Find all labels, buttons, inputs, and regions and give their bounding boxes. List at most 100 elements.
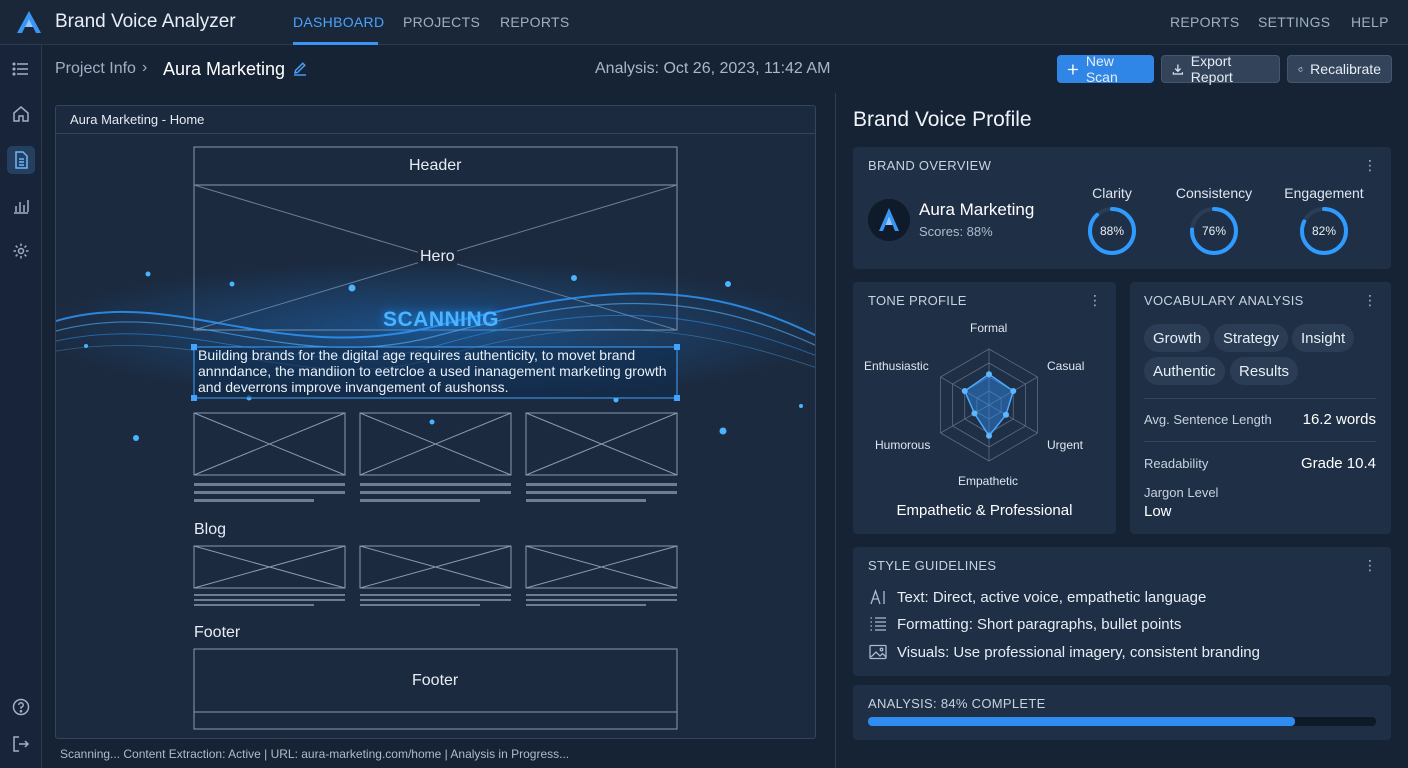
download-icon <box>1172 64 1184 75</box>
brand-name: Aura Marketing <box>919 200 1035 219</box>
list-icon <box>870 617 886 631</box>
radar-axis-line <box>940 404 990 434</box>
wireframe-blog-label: Blog <box>194 521 227 538</box>
app-logo-icon <box>17 11 41 33</box>
new-scan-button[interactable]: New Scan <box>1057 53 1154 85</box>
breadcrumb-project-info[interactable]: Project Info <box>55 60 136 77</box>
radar-label-urgent: Urgent <box>1047 438 1084 452</box>
readability-label: Readability <box>1144 456 1209 471</box>
brand-overview-title: BRAND OVERVIEW <box>868 158 992 173</box>
guideline-visuals: Visuals: Use professional imagery, consi… <box>869 643 1260 661</box>
analysis-progress-fill <box>868 717 1295 726</box>
brand-voice-profile-title: Brand Voice Profile <box>853 108 1032 131</box>
tone-result: Empathetic & Professional <box>896 502 1073 519</box>
brand-scores: Scores: 88% <box>919 224 993 239</box>
engagement-gauge <box>1300 207 1348 255</box>
radar-point-humorous <box>971 410 978 417</box>
recalibrate-button[interactable]: Recalibrate <box>1287 55 1392 83</box>
edit-icon[interactable] <box>292 60 308 76</box>
radar-value-area <box>963 373 1015 438</box>
extracted-text: Building brands for the digital age requ… <box>198 347 667 395</box>
analysis-progress-label: ANALYSIS: 84% COMPLETE <box>868 696 1046 711</box>
wireframe-header-label: Header <box>409 157 462 174</box>
guideline-formatting-label: Formatting: Short paragraphs, bullet poi… <box>897 615 1182 633</box>
guideline-text-label: Text: Direct, active voice, empathetic l… <box>897 588 1207 606</box>
analysis-timestamp: Analysis: Oct 26, 2023, 11:42 AM <box>595 60 831 77</box>
radar-point-enthusiastic <box>961 388 968 394</box>
gear-icon[interactable] <box>7 237 35 265</box>
scanning-indicator: SCANNING <box>383 308 500 331</box>
export-report-button[interactable]: Export Report <box>1161 53 1280 85</box>
guideline-text: Text: Direct, active voice, empathetic l… <box>869 588 1206 606</box>
document-icon[interactable] <box>7 146 35 174</box>
home-icon[interactable] <box>7 100 35 128</box>
vocab-chip-growth[interactable]: Growth <box>1144 324 1211 352</box>
engagement-value: 82% <box>1311 224 1337 238</box>
clarity-value: 88% <box>1099 224 1125 238</box>
style-guidelines-menu-icon[interactable]: ⋮ <box>1363 557 1377 573</box>
radar-label-enthusiastic: Enthusiastic <box>864 359 929 373</box>
bar-chart-icon[interactable] <box>7 192 35 220</box>
page-preview-panel: Aura Marketing - Home <box>55 105 816 739</box>
vocabulary-menu-icon[interactable]: ⋮ <box>1363 292 1377 308</box>
radar-point-empathetic <box>986 432 992 439</box>
radar-point-formal <box>986 371 992 378</box>
image-icon <box>869 644 887 660</box>
vocab-chip-authentic[interactable]: Authentic <box>1144 357 1225 385</box>
style-guidelines-title: STYLE GUIDELINES <box>868 558 997 573</box>
active-tab-indicator <box>293 42 378 45</box>
top-bar: Brand Voice Analyzer DASHBOARD PROJECTS … <box>0 0 1408 45</box>
tone-profile-menu-icon[interactable]: ⋮ <box>1088 292 1102 308</box>
avg-sentence-label: Avg. Sentence Length <box>1144 412 1272 427</box>
jargon-value: Low <box>1144 503 1172 520</box>
radar-point-urgent <box>1002 411 1009 418</box>
guideline-visuals-label: Visuals: Use professional imagery, consi… <box>897 643 1260 661</box>
breadcrumb-current: Aura Marketing <box>163 59 286 79</box>
breadcrumb-separator: › <box>142 59 148 76</box>
vocab-chip-insight[interactable]: Insight <box>1292 324 1355 352</box>
engagement-label: Engagement <box>1284 185 1364 201</box>
vocab-chip-results[interactable]: Results <box>1230 357 1299 385</box>
radar-label-humorous: Humorous <box>875 438 931 452</box>
logout-icon[interactable] <box>7 730 35 758</box>
preview-title: Aura Marketing - Home <box>70 112 205 127</box>
nav-settings[interactable]: SETTINGS <box>1258 14 1331 30</box>
help-icon[interactable] <box>7 693 35 721</box>
column-divider <box>835 93 836 768</box>
wireframe-drawing <box>56 146 815 730</box>
jargon-label: Jargon Level <box>1144 485 1219 500</box>
radar-axis-line <box>988 404 1038 434</box>
radar-label-empathetic: Empathetic <box>958 474 1019 488</box>
text-ai-icon <box>870 589 885 605</box>
style-guidelines-card <box>853 547 1391 676</box>
tone-profile-title: TONE PROFILE <box>868 293 967 308</box>
readability-value: Grade 10.4 <box>1300 455 1376 472</box>
wireframe-footer-heading: Footer <box>194 624 241 641</box>
nav-dashboard[interactable]: DASHBOARD <box>293 14 385 30</box>
preview-divider <box>56 133 815 134</box>
clarity-label: Clarity <box>1092 185 1132 201</box>
analysis-progress-bar <box>868 717 1376 726</box>
app-title: Brand Voice Analyzer <box>55 11 236 32</box>
menu-icon[interactable] <box>7 55 35 83</box>
guideline-formatting: Formatting: Short paragraphs, bullet poi… <box>869 615 1181 633</box>
tone-radar-chart <box>940 348 1038 462</box>
brand-overview-menu-icon[interactable]: ⋮ <box>1363 157 1377 173</box>
consistency-gauge <box>1190 207 1238 255</box>
avg-sentence-value: 16.2 words <box>1302 411 1376 428</box>
recalibrate-label: Recalibrate <box>1310 61 1381 77</box>
brand-logo-icon <box>868 199 910 241</box>
nav-reports-right[interactable]: REPORTS <box>1170 14 1240 30</box>
radar-label-casual: Casual <box>1047 359 1085 373</box>
export-report-label: Export Report <box>1190 53 1233 85</box>
analysis-progress-card <box>853 685 1391 740</box>
radar-label-formal: Formal <box>970 321 1008 335</box>
clarity-gauge <box>1088 207 1136 255</box>
sidebar <box>0 45 42 768</box>
wireframe-hero-label: Hero <box>418 248 457 266</box>
nav-help[interactable]: HELP <box>1351 14 1389 30</box>
consistency-label: Consistency <box>1175 185 1253 201</box>
nav-reports[interactable]: REPORTS <box>500 14 570 30</box>
nav-projects[interactable]: PROJECTS <box>403 14 481 30</box>
vocab-chip-strategy[interactable]: Strategy <box>1214 324 1288 352</box>
